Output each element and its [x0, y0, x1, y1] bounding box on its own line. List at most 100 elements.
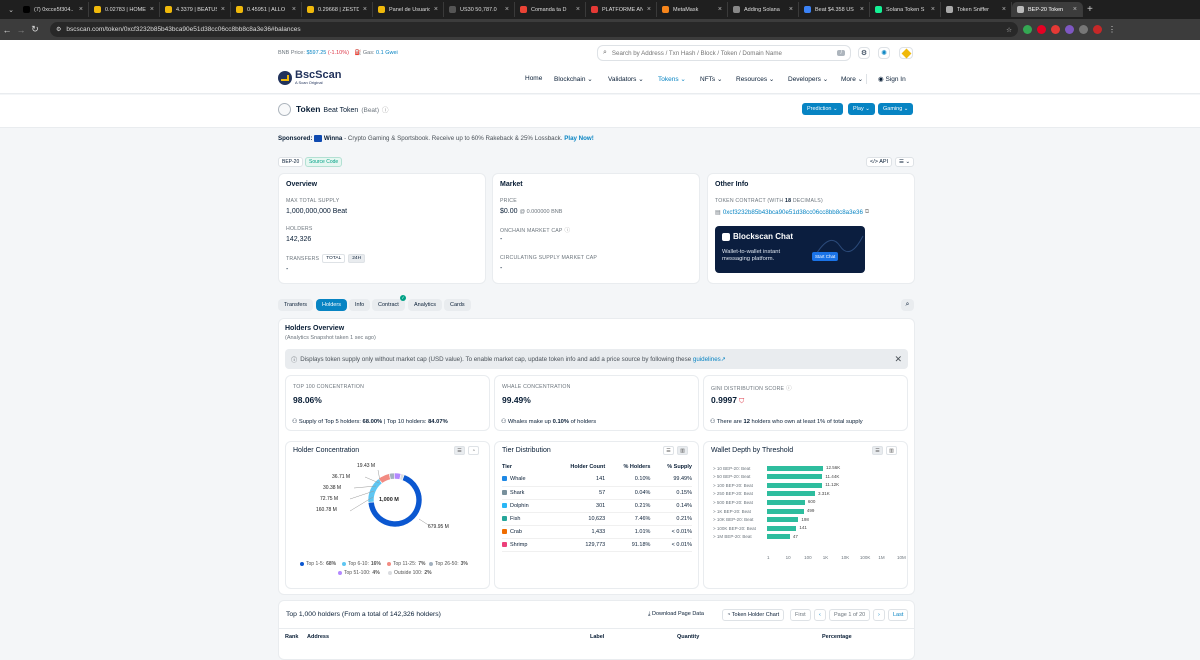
nav-home[interactable]: Home	[525, 75, 543, 82]
close-icon[interactable]: ✕	[894, 353, 902, 364]
settings-gear-icon[interactable]: ⚙	[858, 47, 870, 59]
tab-close-icon[interactable]: ×	[1072, 6, 1077, 13]
bscscan-logo[interactable]: BscScan A Scan Original	[278, 70, 341, 85]
nav-tokens[interactable]: Tokens ⌄	[658, 75, 686, 83]
tab-close-icon[interactable]: ×	[149, 6, 154, 13]
gas-value-link[interactable]: 0.1 Gwei	[376, 50, 398, 56]
legend-item[interactable]: Top 11-25: 7%	[387, 561, 426, 567]
play-button[interactable]: Play ⌄	[848, 103, 875, 115]
browser-tab[interactable]: US30 50,787.0 ×	[444, 2, 515, 17]
depth-bar[interactable]	[767, 517, 799, 523]
theme-toggle-icon[interactable]: ✺	[878, 47, 890, 59]
start-chat-button[interactable]: Start Chat	[812, 252, 839, 261]
tab-contract[interactable]: Contract	[372, 299, 405, 311]
depth-bar[interactable]	[767, 525, 797, 531]
tab-search-icon[interactable]: ⌄	[8, 6, 14, 14]
pie-view-icon[interactable]: ◔	[468, 446, 479, 455]
transfers-24h-toggle[interactable]: 24H	[348, 254, 366, 263]
transfers-total-toggle[interactable]: TOTAL	[322, 254, 346, 263]
extension-icon[interactable]	[1023, 25, 1032, 34]
tab-analytics[interactable]: Analytics	[408, 299, 443, 311]
bnb-chain-switch-icon[interactable]	[899, 47, 913, 59]
last-page-button[interactable]: Last	[888, 609, 909, 621]
nav-validators[interactable]: Validators ⌄	[608, 75, 644, 83]
new-tab-button[interactable]: +	[1087, 4, 1093, 15]
browser-tab[interactable]: Comanda ta D ×	[515, 2, 586, 17]
site-info-icon[interactable]: ⚙	[56, 27, 62, 33]
prev-page-icon[interactable]: ‹	[814, 609, 826, 621]
depth-bar[interactable]	[767, 508, 804, 514]
list-view-icon[interactable]: ☰	[663, 446, 674, 455]
list-view-icon[interactable]: ☰	[872, 446, 883, 455]
depth-bar[interactable]	[767, 499, 805, 505]
tab-close-icon[interactable]: ×	[362, 6, 367, 13]
help-circle-icon[interactable]: ⓘ	[382, 107, 389, 114]
tab-close-icon[interactable]: ×	[78, 6, 83, 13]
tab-holders[interactable]: Holders	[316, 299, 347, 311]
url-field[interactable]: ⚙ bscscan.com/token/0xcf3232b85b43bca90e…	[50, 22, 1018, 37]
nav-more[interactable]: More ⌄	[841, 75, 863, 83]
legend-item[interactable]: Top 26-50: 3%	[429, 561, 468, 567]
back-icon[interactable]: ←	[2, 24, 12, 35]
search-input[interactable]	[611, 49, 832, 57]
tab-close-icon[interactable]: ×	[930, 6, 935, 13]
legend-item[interactable]: Outside 100: 2%	[388, 570, 432, 576]
extension-icon[interactable]	[1051, 25, 1060, 34]
nav-nfts[interactable]: NFTs ⌄	[700, 75, 722, 83]
browser-menu-icon[interactable]: ⋮	[1108, 25, 1116, 34]
contract-address-link[interactable]: 0xcf3232b85b43bca90e51d38cc06cc8bb8c8a3e…	[722, 208, 863, 216]
nav-resources[interactable]: Resources ⌄	[736, 75, 774, 83]
browser-tab[interactable]: 0.45951 | ALLO ×	[231, 2, 302, 17]
info-icon[interactable]: ⓘ	[786, 386, 792, 392]
browser-tab[interactable]: (7) 0xcce5f304.. ×	[18, 2, 89, 17]
extension-icon[interactable]	[1037, 25, 1046, 34]
tab-close-icon[interactable]: ×	[717, 6, 722, 13]
donut-slice[interactable]	[399, 473, 405, 481]
download-page-data-button[interactable]: ⤓ Download Page Data	[648, 611, 704, 618]
tab-close-icon[interactable]: ×	[433, 6, 438, 13]
first-page-button[interactable]: First	[790, 609, 811, 621]
copy-icon[interactable]: ⧉	[864, 208, 870, 215]
guidelines-link[interactable]: guidelines	[692, 355, 721, 363]
reload-icon[interactable]: ↻	[31, 24, 39, 34]
tab-close-icon[interactable]: ×	[291, 6, 296, 13]
browser-tab[interactable]: 0.02783 | HOME ×	[89, 2, 160, 17]
tab-close-icon[interactable]: ×	[1001, 6, 1006, 13]
sign-in-link[interactable]: ◉ Sign In	[878, 75, 906, 83]
tab-cards[interactable]: Cards	[444, 299, 471, 311]
browser-tab[interactable]: Panel de Usuario ×	[373, 2, 444, 17]
bookmark-star-icon[interactable]: ☆	[1006, 26, 1012, 34]
depth-bar[interactable]	[767, 482, 823, 488]
browser-tab[interactable]: Solana Token S ×	[870, 2, 941, 17]
bnb-price-link[interactable]: $597.25	[306, 50, 327, 56]
tab-close-icon[interactable]: ×	[504, 6, 509, 13]
extension-icon[interactable]	[1065, 25, 1074, 34]
next-page-icon[interactable]: ›	[873, 609, 885, 621]
tab-close-icon[interactable]: ×	[788, 6, 793, 13]
browser-tab[interactable]: PLATFORME AN ×	[586, 2, 657, 17]
more-options-button[interactable]: ☰ ⌄	[895, 157, 915, 167]
legend-item[interactable]: Top 51-100: 4%	[338, 570, 380, 576]
nav-developers[interactable]: Developers ⌄	[788, 75, 828, 83]
browser-tab[interactable]: 4.3379 | BEATUS ×	[160, 2, 231, 17]
bar-view-icon[interactable]: ▥	[886, 446, 897, 455]
browser-tab[interactable]: MetaMask ×	[657, 2, 728, 17]
tab-transfers[interactable]: Transfers	[278, 299, 314, 311]
bar-view-icon[interactable]: ▥	[677, 446, 688, 455]
info-icon[interactable]: ⓘ	[564, 228, 571, 234]
source-code-badge[interactable]: Source Code	[305, 157, 343, 167]
tab-info[interactable]: Info	[349, 299, 371, 311]
depth-bar[interactable]	[767, 465, 823, 471]
depth-bar[interactable]	[767, 534, 790, 540]
filter-search-icon[interactable]: ⌕	[901, 299, 914, 311]
browser-tab[interactable]: Adding Solana ×	[728, 2, 799, 17]
tab-close-icon[interactable]: ×	[859, 6, 864, 13]
play-now-link[interactable]: Play Now!	[564, 135, 594, 143]
prediction-button[interactable]: Prediction ⌄	[802, 103, 843, 115]
browser-tab[interactable]: Beat $4.358 US ×	[799, 2, 870, 17]
browser-tab[interactable]: 0.29668 | ZESTD ×	[302, 2, 373, 17]
list-view-icon[interactable]: ☰	[454, 446, 465, 455]
api-button[interactable]: </> API	[866, 157, 893, 167]
tab-close-icon[interactable]: ×	[220, 6, 225, 13]
legend-item[interactable]: Top 6-10: 16%	[342, 561, 381, 567]
